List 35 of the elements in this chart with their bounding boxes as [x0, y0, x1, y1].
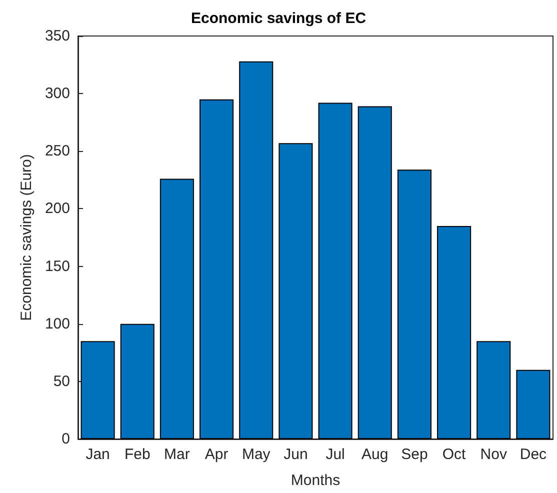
bar [160, 178, 194, 439]
bar [358, 106, 392, 439]
y-tick-label: 100 [44, 315, 70, 332]
x-tick-label: Mar [164, 446, 190, 463]
y-tick-label: 150 [44, 258, 70, 275]
chart-title: Economic savings of EC [190, 10, 366, 27]
x-tick-label: Jun [284, 446, 308, 463]
bar [120, 324, 154, 439]
bar [318, 102, 352, 439]
bar [397, 170, 432, 439]
x-tick-label: Jan [86, 446, 110, 463]
x-tick-label: Dec [520, 446, 548, 463]
y-axis-title: Economic savings (Euro) [18, 154, 35, 321]
x-tick-label: Sep [401, 446, 428, 463]
y-tick-label: 200 [44, 200, 70, 218]
x-tick-label: Aug [362, 446, 388, 463]
y-tick-label: 350 [44, 28, 70, 44]
y-tick-label: 0 [62, 430, 70, 448]
x-tick-label: Jul [326, 446, 345, 463]
y-tick-label: 250 [44, 142, 70, 160]
bar [476, 341, 511, 439]
x-tick-label: Feb [124, 446, 150, 463]
y-tick-label: 50 [53, 372, 70, 390]
bar [278, 143, 313, 439]
bar [516, 370, 550, 439]
y-tick-label: 300 [44, 85, 70, 102]
x-tick-label: Nov [480, 446, 508, 463]
x-tick-label: May [242, 446, 271, 463]
bar [239, 61, 274, 439]
x-tick-label: Apr [204, 446, 228, 463]
x-tick-label: Oct [442, 446, 467, 463]
bar [437, 226, 472, 439]
x-axis-title: Months [290, 472, 340, 489]
bar [200, 99, 234, 439]
bar [80, 341, 115, 439]
